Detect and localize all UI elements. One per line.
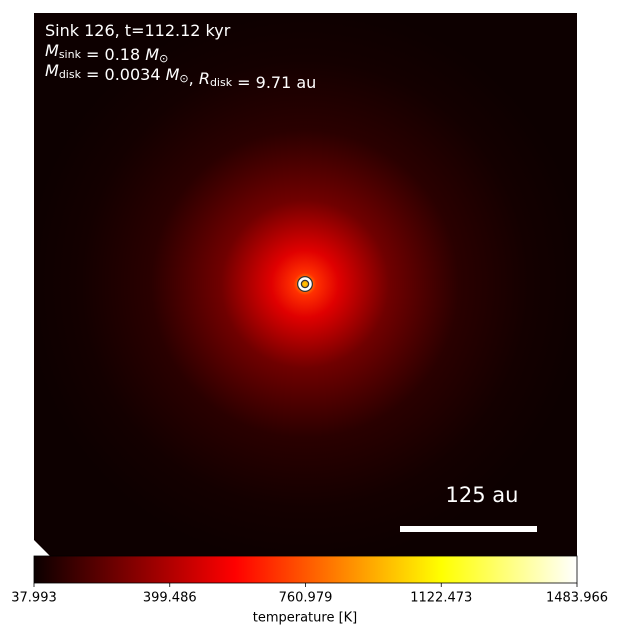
scale-bar-label: 125 au bbox=[446, 483, 519, 507]
x-tick-label: 37.993 bbox=[11, 591, 57, 606]
annotation-text: M bbox=[145, 45, 159, 64]
annotation: Mdisk = 0.0034 M⊙, Rdisk = 9.71 au bbox=[45, 61, 316, 92]
annotation-text: = 9.71 au bbox=[232, 73, 316, 92]
temperature-map bbox=[34, 13, 577, 556]
annotation-text: , bbox=[189, 69, 199, 88]
annotation-text: R bbox=[199, 69, 210, 88]
scale-bar bbox=[400, 526, 537, 532]
x-tick-label: 760.979 bbox=[279, 591, 333, 606]
x-tick-label: 1483.966 bbox=[546, 591, 608, 606]
subscript: sink bbox=[59, 48, 82, 61]
annotation-text: = 0.0034 bbox=[81, 65, 166, 84]
annotation-text: = 0.18 bbox=[81, 45, 145, 64]
sink-marker bbox=[298, 277, 312, 291]
annotation-text: M bbox=[45, 41, 59, 60]
annotation-text: M bbox=[166, 65, 180, 84]
colorbar bbox=[33, 555, 578, 584]
corner-mask bbox=[34, 540, 50, 556]
x-tick-label: 1122.473 bbox=[410, 591, 472, 606]
subscript: ⊙ bbox=[179, 72, 188, 85]
annotation-text: Sink 126, t=112.12 kyr bbox=[45, 21, 231, 40]
annotation: Sink 126, t=112.12 kyr bbox=[45, 21, 231, 40]
annotation: Msink = 0.18 M⊙ bbox=[45, 41, 168, 66]
annotation-text: M bbox=[45, 61, 59, 80]
x-tick-label: 399.486 bbox=[143, 591, 197, 606]
subscript: disk bbox=[210, 76, 233, 89]
subscript: ⊙ bbox=[159, 52, 168, 65]
colorbar-label: temperature [K] bbox=[253, 611, 358, 626]
subscript: disk bbox=[59, 68, 82, 81]
